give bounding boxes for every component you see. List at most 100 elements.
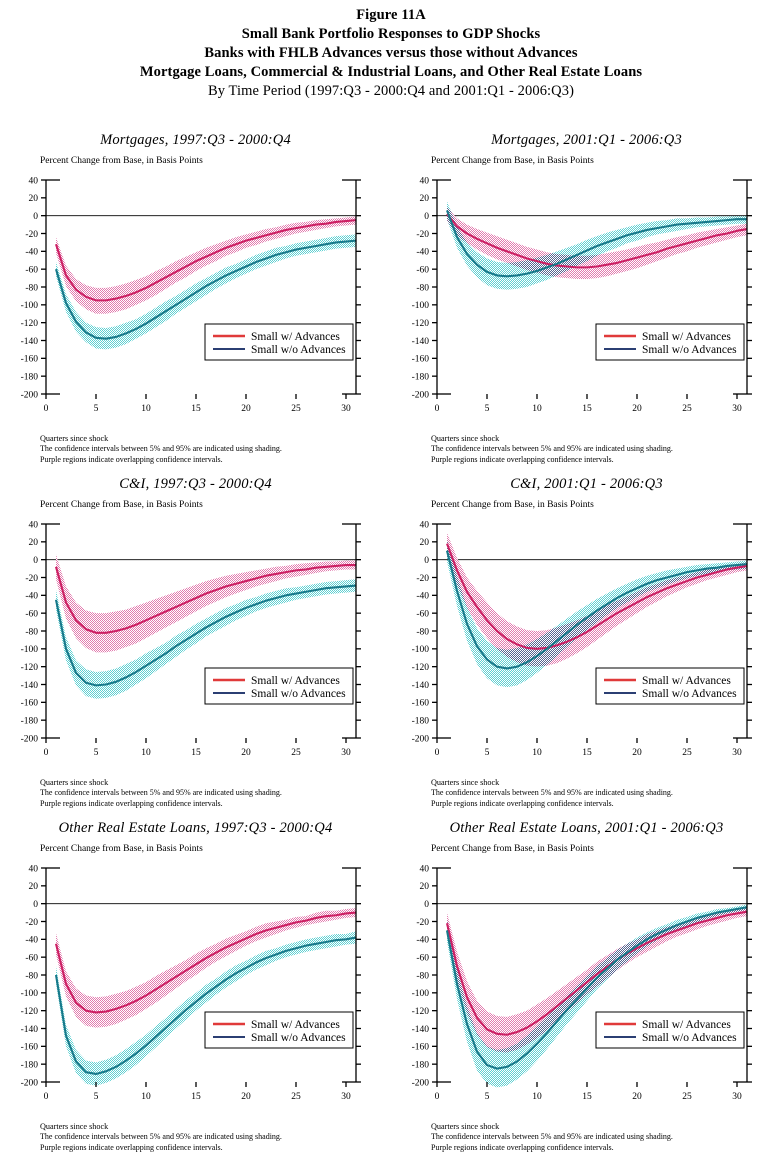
svg-text:15: 15 bbox=[191, 1092, 201, 1102]
overlap-note: Purple regions indicate overlapping conf… bbox=[40, 798, 223, 808]
y-axis-label: Percent Change from Base, in Basis Point… bbox=[431, 500, 594, 510]
svg-text:-80: -80 bbox=[416, 627, 429, 637]
svg-text:-60: -60 bbox=[416, 954, 429, 964]
svg-text:-160: -160 bbox=[412, 699, 430, 709]
svg-text:-40: -40 bbox=[25, 248, 38, 258]
svg-text:-20: -20 bbox=[25, 574, 38, 584]
svg-text:40: 40 bbox=[420, 176, 430, 186]
svg-text:Small w/ Advances: Small w/ Advances bbox=[251, 331, 340, 343]
svg-text:Small w/o Advances: Small w/o Advances bbox=[642, 688, 737, 700]
svg-text:Small w/ Advances: Small w/ Advances bbox=[251, 1019, 340, 1031]
svg-text:-160: -160 bbox=[21, 355, 39, 365]
svg-text:25: 25 bbox=[291, 1092, 301, 1102]
panel-footnotes: Quarters since shock The confidence inter… bbox=[431, 434, 781, 465]
svg-text:-100: -100 bbox=[21, 989, 39, 999]
panel-mortgages-1997: Mortgages, 1997:Q3 - 2000:Q4 Percent Chan… bbox=[0, 132, 391, 476]
x-axis-label: Quarters since shock bbox=[40, 1122, 109, 1131]
plot-area: 40 20 0 -20 -40 -60 -80 -100 -120 -140 -160 -180 -20… bbox=[391, 168, 782, 420]
svg-text:-160: -160 bbox=[21, 699, 39, 709]
svg-text:10: 10 bbox=[141, 1092, 151, 1102]
svg-text:20: 20 bbox=[241, 1092, 251, 1102]
svg-text:-40: -40 bbox=[416, 936, 429, 946]
plot-area: 40 20 0 -20 -40 -60 -80 -100 -120 -140 -160 -180 -20… bbox=[0, 168, 391, 420]
svg-text:20: 20 bbox=[420, 538, 430, 548]
svg-text:40: 40 bbox=[29, 864, 39, 874]
svg-text:0: 0 bbox=[44, 1092, 49, 1102]
svg-text:0: 0 bbox=[33, 212, 38, 222]
svg-text:-140: -140 bbox=[412, 1025, 430, 1035]
svg-text:-40: -40 bbox=[25, 936, 38, 946]
svg-text:-60: -60 bbox=[25, 266, 38, 276]
svg-text:-120: -120 bbox=[21, 663, 39, 673]
y-axis-label: Percent Change from Base, in Basis Point… bbox=[40, 500, 203, 510]
panel-title: Other Real Estate Loans, 2001:Q1 - 2006:… bbox=[449, 820, 724, 836]
svg-text:5: 5 bbox=[94, 1092, 99, 1102]
svg-text:20: 20 bbox=[29, 194, 39, 204]
figure-title-line-2: Small Bank Portfolio Responses to GDP Sh… bbox=[241, 26, 541, 42]
svg-text:20: 20 bbox=[29, 538, 39, 548]
panel-ore-1997: Other Real Estate Loans, 1997:Q3 - 2000:… bbox=[0, 820, 391, 1164]
svg-text:25: 25 bbox=[291, 748, 301, 758]
svg-text:-140: -140 bbox=[21, 337, 39, 347]
svg-text:Small w/ Advances: Small w/ Advances bbox=[251, 675, 340, 687]
panel-title: C&I, 1997:Q3 - 2000:Q4 bbox=[119, 476, 272, 492]
svg-text:-40: -40 bbox=[416, 592, 429, 602]
plot-area: 40 20 0 -20 -40 -60 -80 -100 -120 -140 -160 -180 -20… bbox=[0, 512, 391, 764]
svg-text:-20: -20 bbox=[416, 574, 429, 584]
svg-text:25: 25 bbox=[682, 404, 692, 414]
svg-text:20: 20 bbox=[241, 404, 251, 414]
svg-text:10: 10 bbox=[532, 748, 542, 758]
svg-text:-80: -80 bbox=[416, 283, 429, 293]
svg-text:20: 20 bbox=[632, 1092, 642, 1102]
svg-text:-60: -60 bbox=[25, 954, 38, 964]
panel-ore-2001: Other Real Estate Loans, 2001:Q1 - 2006:… bbox=[391, 820, 782, 1164]
svg-text:5: 5 bbox=[485, 748, 490, 758]
svg-text:-120: -120 bbox=[412, 319, 430, 329]
panel-footnotes: Quarters since shock The confidence inter… bbox=[431, 1122, 781, 1153]
confidence-interval-note: The confidence intervals between 5% and … bbox=[40, 1132, 282, 1142]
svg-text:-20: -20 bbox=[25, 230, 38, 240]
svg-text:20: 20 bbox=[420, 194, 430, 204]
panel-ci-2001: C&I, 2001:Q1 - 2006:Q3 Percent Change fro… bbox=[391, 476, 782, 820]
svg-text:-160: -160 bbox=[412, 1043, 430, 1053]
svg-text:Small w/ Advances: Small w/ Advances bbox=[642, 675, 731, 687]
panel-footnotes: Quarters since shock The confidence inter… bbox=[40, 434, 390, 465]
svg-text:10: 10 bbox=[141, 748, 151, 758]
svg-text:0: 0 bbox=[424, 556, 429, 566]
svg-text:-120: -120 bbox=[21, 319, 39, 329]
svg-text:15: 15 bbox=[582, 748, 592, 758]
svg-text:Small w/o Advances: Small w/o Advances bbox=[251, 688, 346, 700]
svg-text:-140: -140 bbox=[412, 681, 430, 691]
svg-text:15: 15 bbox=[191, 404, 201, 414]
svg-text:15: 15 bbox=[582, 404, 592, 414]
svg-text:0: 0 bbox=[424, 212, 429, 222]
svg-text:-180: -180 bbox=[412, 717, 430, 727]
x-axis-label: Quarters since shock bbox=[40, 434, 109, 443]
svg-text:-80: -80 bbox=[416, 971, 429, 981]
svg-text:Small w/o Advances: Small w/o Advances bbox=[642, 344, 737, 356]
svg-text:0: 0 bbox=[435, 404, 440, 414]
confidence-interval-note: The confidence intervals between 5% and … bbox=[40, 788, 282, 798]
svg-text:30: 30 bbox=[732, 404, 742, 414]
svg-text:-180: -180 bbox=[21, 717, 39, 727]
svg-text:0: 0 bbox=[435, 1092, 440, 1102]
svg-text:-200: -200 bbox=[21, 390, 39, 400]
svg-text:-60: -60 bbox=[416, 266, 429, 276]
svg-text:5: 5 bbox=[485, 404, 490, 414]
svg-text:-180: -180 bbox=[412, 373, 430, 383]
panel-footnotes: Quarters since shock The confidence inter… bbox=[40, 1122, 390, 1153]
svg-text:-180: -180 bbox=[21, 1061, 39, 1071]
svg-text:-180: -180 bbox=[21, 373, 39, 383]
svg-text:-120: -120 bbox=[412, 1007, 430, 1017]
svg-text:-120: -120 bbox=[412, 663, 430, 673]
svg-text:20: 20 bbox=[632, 404, 642, 414]
panel-title: C&I, 2001:Q1 - 2006:Q3 bbox=[510, 476, 663, 492]
svg-text:-40: -40 bbox=[25, 592, 38, 602]
svg-text:-140: -140 bbox=[412, 337, 430, 347]
svg-text:-20: -20 bbox=[25, 918, 38, 928]
svg-text:30: 30 bbox=[732, 748, 742, 758]
svg-text:25: 25 bbox=[682, 1092, 692, 1102]
svg-text:20: 20 bbox=[241, 748, 251, 758]
svg-text:-40: -40 bbox=[416, 248, 429, 258]
